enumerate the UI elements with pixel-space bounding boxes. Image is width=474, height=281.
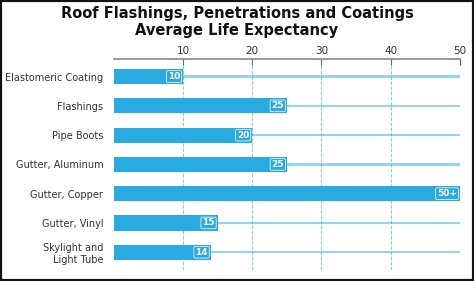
Bar <box>114 251 460 253</box>
Bar <box>114 157 287 172</box>
Bar <box>114 134 460 136</box>
Bar <box>114 105 460 107</box>
Bar <box>114 192 460 195</box>
Text: 20: 20 <box>237 131 249 140</box>
Text: Roof Flashings, Penetrations and Coatings
Average Life Expectancy: Roof Flashings, Penetrations and Coating… <box>61 6 413 38</box>
Text: 10: 10 <box>168 72 180 81</box>
Text: 14: 14 <box>195 248 208 257</box>
Bar <box>114 98 287 114</box>
Text: 15: 15 <box>202 218 215 227</box>
Text: 50+: 50+ <box>437 189 457 198</box>
Bar <box>114 186 460 201</box>
Text: 25: 25 <box>272 101 284 110</box>
Text: 25: 25 <box>272 160 284 169</box>
Bar <box>114 222 460 224</box>
Bar <box>114 244 210 260</box>
Bar <box>114 69 183 84</box>
Bar <box>114 128 252 143</box>
Bar <box>114 163 460 166</box>
Bar <box>114 75 460 78</box>
Bar <box>114 215 218 230</box>
